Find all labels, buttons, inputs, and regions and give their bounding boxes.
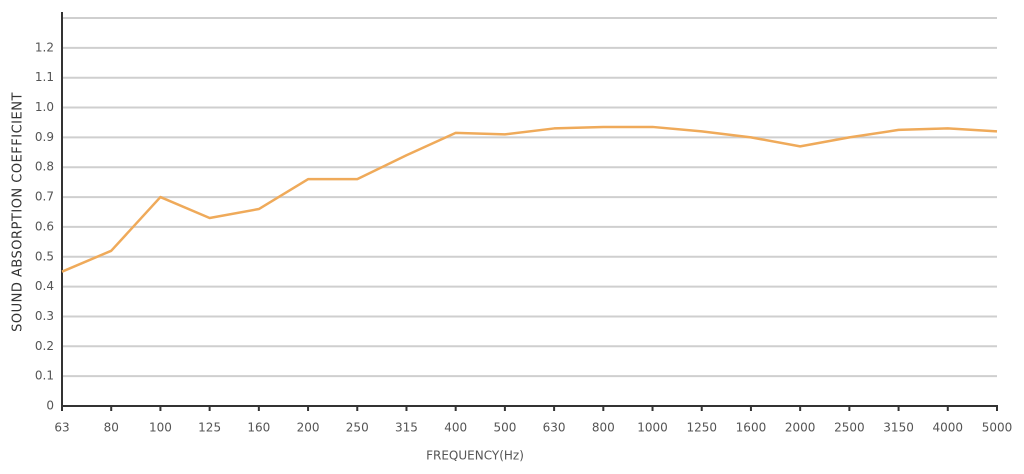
x-tick-label: 160 (247, 421, 270, 435)
y-tick-label: 0.9 (35, 130, 54, 144)
x-tick-label: 100 (149, 421, 172, 435)
x-tick-label: 500 (493, 421, 516, 435)
y-tick-label: 0.8 (35, 160, 54, 174)
x-tick-label: 80 (104, 421, 119, 435)
x-tick-label: 2500 (834, 421, 865, 435)
x-tick-label: 5000 (982, 421, 1013, 435)
x-tick-label: 125 (198, 421, 221, 435)
x-tick-label: 400 (444, 421, 467, 435)
x-tick-label: 63 (54, 421, 69, 435)
y-tick-label: 0.1 (35, 369, 54, 383)
x-tick-label: 200 (297, 421, 320, 435)
y-tick-label: 1.1 (35, 70, 54, 84)
x-tick-label: 1250 (686, 421, 717, 435)
data-line (61, 125, 998, 273)
y-tick-label: 0.4 (35, 279, 54, 293)
x-axis-title: FREQUENCY(Hz) (426, 449, 524, 463)
x-tick-label: 800 (592, 421, 615, 435)
y-axis-title: SOUND ABSORPTION COEFFICIENT (11, 92, 26, 332)
x-tick-label: 315 (395, 421, 418, 435)
x-tick-label: 3150 (883, 421, 914, 435)
y-tick-label: 0.2 (35, 339, 54, 353)
x-tick-label: 630 (543, 421, 566, 435)
y-tick-label: 0.7 (35, 190, 54, 204)
y-tick-label: 0.5 (35, 249, 54, 263)
y-tick-label: 1.2 (35, 40, 54, 54)
y-tick-label: 0 (46, 399, 54, 413)
y-tick-label: 1.0 (35, 100, 54, 114)
y-tick-label: 0.3 (35, 309, 54, 323)
x-tick-label: 1600 (736, 421, 767, 435)
y-tick-label: 0.6 (35, 219, 54, 233)
x-tick-label: 2000 (785, 421, 816, 435)
x-tick-label: 4000 (933, 421, 964, 435)
x-tick-label: 1000 (637, 421, 668, 435)
x-tick-label: 250 (346, 421, 369, 435)
